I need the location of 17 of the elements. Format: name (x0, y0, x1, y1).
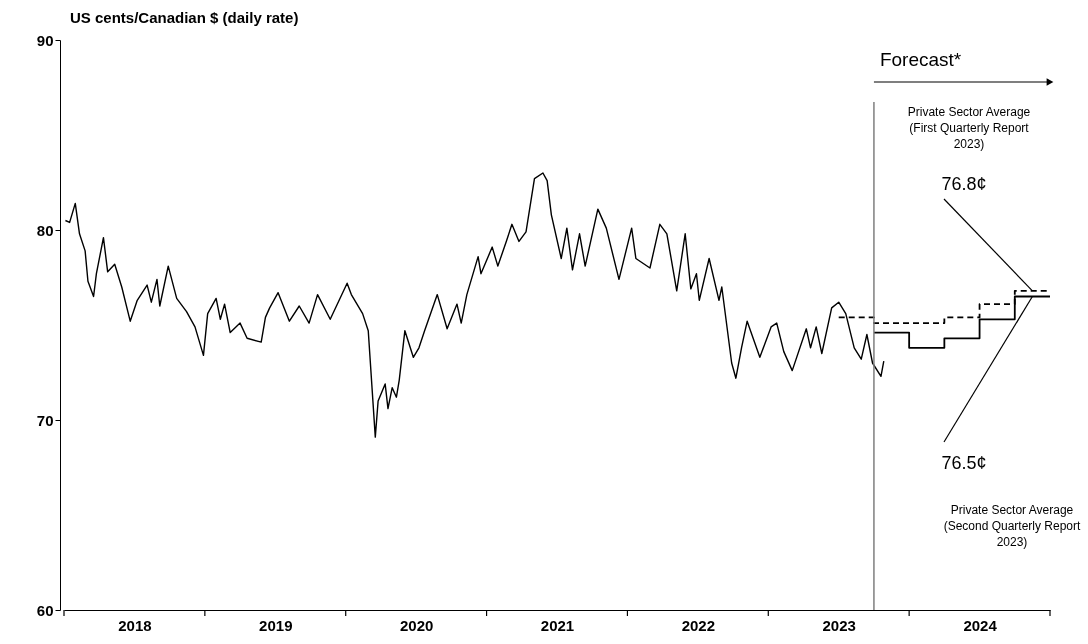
x-tick-label: 2022 (681, 616, 716, 634)
y-tick-label: 60 (36, 601, 54, 619)
y-tick-label: 90 (36, 31, 54, 49)
y-tick-label: 70 (36, 411, 54, 429)
y-axis-title: US cents/Canadian $ (daily rate) (70, 9, 299, 26)
annotation: 76.8¢ (941, 174, 987, 194)
x-tick-label: 2021 (540, 616, 575, 634)
x-tick-label: 2024 (963, 616, 998, 634)
annotation: Private Sector Average (First Quarterly Report 2023) (907, 105, 1031, 151)
x-tick-label: 2018 (118, 616, 152, 634)
x-tick-label: 2020 (399, 616, 434, 634)
x-tick-label: 2023 (822, 616, 856, 634)
annotation: Private Sector Average (Second Quarterly Report 2023) (943, 503, 1082, 549)
ref-line-label: Forecast* (879, 49, 962, 70)
x-tick-label: 2019 (259, 616, 293, 634)
annotation: 76.5¢ (941, 453, 987, 473)
y-tick-label: 80 (36, 221, 54, 239)
